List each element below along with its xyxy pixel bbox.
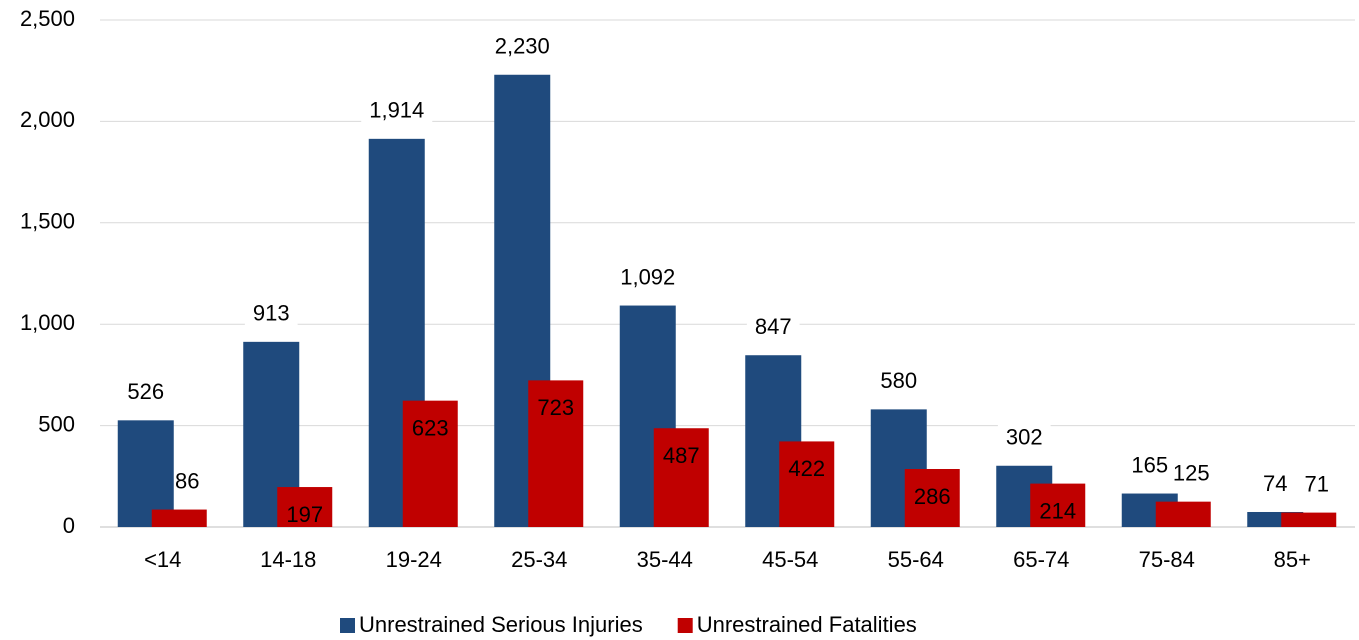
bar xyxy=(653,428,709,527)
data-label: 302 xyxy=(1006,425,1043,450)
y-tick-label: 2,500 xyxy=(20,6,75,31)
data-label-bg xyxy=(119,378,173,409)
bar xyxy=(779,441,835,527)
data-label-bg xyxy=(746,313,800,344)
data-label: 286 xyxy=(914,484,951,509)
x-tick-label: 75-84 xyxy=(1139,547,1195,572)
data-label-bg xyxy=(486,32,558,63)
bar xyxy=(151,509,207,527)
data-label: 1,914 xyxy=(369,98,424,123)
data-label: 526 xyxy=(127,379,164,404)
bar xyxy=(1030,483,1086,527)
data-label-bg xyxy=(244,299,298,330)
y-tick-label: 0 xyxy=(63,513,75,538)
y-tick-label: 1,000 xyxy=(20,310,75,335)
x-tick-label: <14 xyxy=(144,547,181,572)
data-label: 580 xyxy=(880,368,917,393)
data-label: 623 xyxy=(412,415,449,440)
x-tick-label: 55-64 xyxy=(888,547,944,572)
x-tick-label: 45-54 xyxy=(762,547,818,572)
legend-label: Unrestrained Fatalities xyxy=(697,612,917,637)
bar xyxy=(528,380,584,527)
data-label: 723 xyxy=(537,395,574,420)
data-label-bg xyxy=(612,263,684,294)
data-label: 214 xyxy=(1039,498,1076,523)
data-label: 86 xyxy=(175,468,199,493)
bar xyxy=(402,400,458,527)
x-tick-label: 85+ xyxy=(1274,547,1311,572)
y-tick-label: 2,000 xyxy=(20,107,75,132)
data-label: 913 xyxy=(253,301,290,326)
data-label: 125 xyxy=(1173,460,1210,485)
x-tick-label: 35-44 xyxy=(637,547,693,572)
bar xyxy=(277,487,333,527)
y-tick-label: 1,500 xyxy=(20,209,75,234)
data-label: 2,230 xyxy=(495,34,550,59)
data-label: 74 xyxy=(1263,471,1287,496)
data-label: 197 xyxy=(286,502,323,527)
data-label: 487 xyxy=(663,443,700,468)
bar xyxy=(904,468,960,527)
x-tick-label: 19-24 xyxy=(386,547,442,572)
data-label: 422 xyxy=(788,456,825,481)
data-label-bg xyxy=(1255,469,1296,500)
data-label: 847 xyxy=(755,314,792,339)
data-label-bg xyxy=(361,96,433,127)
legend-label: Unrestrained Serious Injuries xyxy=(359,612,643,637)
x-tick-label: 14-18 xyxy=(260,547,316,572)
bar xyxy=(1155,501,1211,527)
data-label: 165 xyxy=(1131,452,1168,477)
data-label: 1,092 xyxy=(620,264,675,289)
legend-swatch xyxy=(677,618,693,633)
data-label-bg xyxy=(997,423,1051,454)
legend-swatch xyxy=(340,618,355,633)
data-label: 71 xyxy=(1305,471,1329,496)
x-tick-label: 25-34 xyxy=(511,547,567,572)
x-tick-label: 65-74 xyxy=(1013,547,1069,572)
data-label-bg xyxy=(872,367,926,398)
bar xyxy=(117,420,174,527)
data-label-bg xyxy=(1123,451,1177,482)
bar xyxy=(1281,512,1337,527)
y-tick-label: 500 xyxy=(38,411,75,436)
